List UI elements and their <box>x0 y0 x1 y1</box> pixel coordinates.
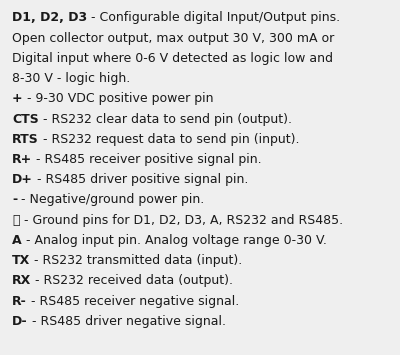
Text: TX: TX <box>12 254 30 267</box>
Text: - RS232 clear data to send pin (output).: - RS232 clear data to send pin (output). <box>39 113 292 126</box>
Text: D1, D2, D3: D1, D2, D3 <box>12 11 87 24</box>
Text: - RS232 transmitted data (input).: - RS232 transmitted data (input). <box>30 254 242 267</box>
Text: - RS485 receiver positive signal pin.: - RS485 receiver positive signal pin. <box>32 153 262 166</box>
Text: -: - <box>12 193 17 207</box>
Text: RTS: RTS <box>12 133 39 146</box>
Text: D+: D+ <box>12 173 33 186</box>
Text: D-: D- <box>12 315 28 328</box>
Text: Digital input where 0-6 V detected as logic low and: Digital input where 0-6 V detected as lo… <box>12 52 333 65</box>
Text: R+: R+ <box>12 153 32 166</box>
Text: - RS232 request data to send pin (input).: - RS232 request data to send pin (input)… <box>39 133 299 146</box>
Text: - Ground pins for D1, D2, D3, A, RS232 and RS485.: - Ground pins for D1, D2, D3, A, RS232 a… <box>20 214 343 227</box>
Text: +: + <box>12 92 23 105</box>
Text: ⏚: ⏚ <box>12 214 20 227</box>
Text: - RS485 receiver negative signal.: - RS485 receiver negative signal. <box>27 295 239 308</box>
Text: R-: R- <box>12 295 27 308</box>
Text: - Negative/ground power pin.: - Negative/ground power pin. <box>17 193 204 207</box>
Text: - 9-30 VDC positive power pin: - 9-30 VDC positive power pin <box>23 92 213 105</box>
Text: - RS485 driver negative signal.: - RS485 driver negative signal. <box>28 315 226 328</box>
Text: Open collector output, max output 30 V, 300 mA or: Open collector output, max output 30 V, … <box>12 32 334 45</box>
Text: CTS: CTS <box>12 113 39 126</box>
Text: A: A <box>12 234 22 247</box>
Text: RX: RX <box>12 274 31 288</box>
Text: - RS232 received data (output).: - RS232 received data (output). <box>31 274 233 288</box>
Text: - RS485 driver positive signal pin.: - RS485 driver positive signal pin. <box>33 173 248 186</box>
Text: - Configurable digital Input/Output pins.: - Configurable digital Input/Output pins… <box>87 11 340 24</box>
Text: 8-30 V - logic high.: 8-30 V - logic high. <box>12 72 130 85</box>
Text: - Analog input pin. Analog voltage range 0-30 V.: - Analog input pin. Analog voltage range… <box>22 234 326 247</box>
